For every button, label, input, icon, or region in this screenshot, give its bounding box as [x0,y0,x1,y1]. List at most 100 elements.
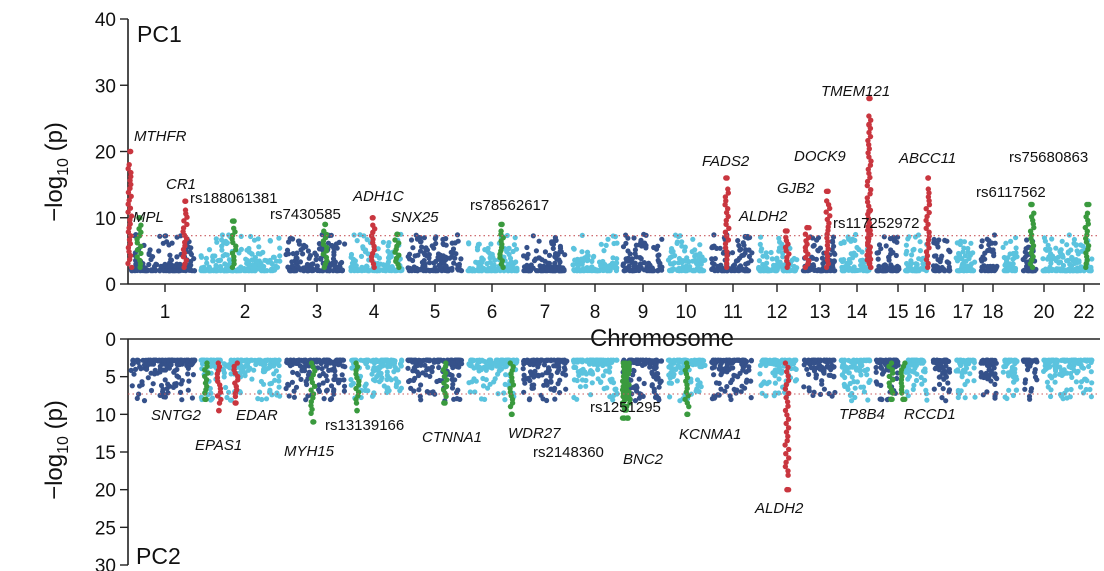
pc1-hit-point [724,253,730,259]
pc2-snp-point [548,374,554,380]
pc2-snp-point [275,357,281,363]
pc2-snp-point [851,361,857,367]
pc1-snp-point [169,240,175,246]
pc2-snp-point [991,365,997,371]
pc2-snp-point [179,397,185,403]
pc1-hit-peak [136,215,142,221]
pc2-snp-point [276,378,282,384]
pc1-snp-point [758,248,764,254]
pc1-snp-point [763,250,769,256]
pc2-hit-peak [888,396,894,403]
pc2-snp-point [544,397,550,404]
pc2-snp-point [980,392,986,398]
pc2-snp-point [131,371,137,377]
pc1-hit-point [126,162,132,168]
pc2-snp-point [695,382,701,388]
pc1-snp-point [449,254,455,260]
pc2-snp-point [1052,366,1058,372]
pc2-snp-point [228,397,234,403]
pc1-snp-point [579,232,585,238]
pc1-snp-point [255,251,261,257]
x-tick-label-chr4: 4 [369,302,380,323]
pc2-snp-point [435,357,441,363]
pc1-snp-point [749,250,755,256]
pc1-hit-point [722,194,729,200]
pc1-hit-point [827,213,833,219]
pc2-annotation: WDR27 [508,425,561,442]
pc1-snp-point [418,267,424,273]
pc2-snp-point [873,369,879,375]
pc1-hit-point [125,209,131,215]
pc1-hit-point [231,225,237,231]
pc2-snp-point [628,377,634,383]
pc1-snp-point [961,239,968,245]
pc2-snp-point [365,388,371,394]
pc2-annotation: EPAS1 [195,437,242,454]
pc2-hit-point [783,429,790,435]
pc1-snp-point [1022,267,1028,273]
pc2-snp-point [943,398,949,404]
pc2-snp-point [822,358,828,364]
pc1-snp-point [746,253,753,260]
pc2-hit-point [308,387,314,393]
pc1-snp-point [747,234,753,241]
pc2-snp-point [418,382,424,388]
pc2-snp-point [777,359,784,366]
pc2-snp-point [939,395,945,401]
pc1-snp-point [485,245,491,251]
pc2-snp-point [632,398,639,404]
pc2-snp-point [531,373,537,379]
pc2-snp-point [141,362,148,368]
pc2-snp-point [1061,371,1067,377]
pc2-snp-point [248,357,254,363]
pc2-snp-point [937,374,943,380]
pc1-snp-point [432,265,438,271]
pc2-snp-point [161,361,167,367]
pc2-snp-point [842,383,848,389]
pc1-snp-point [769,256,775,262]
pc2-snp-point [864,366,871,372]
pc1-snp-point [511,242,517,248]
pc1-snp-point [693,258,700,264]
pc2-snp-point [865,397,871,403]
pc1-hit-point [823,209,829,215]
pc1-snp-point [791,255,797,262]
pc1-snp-point [947,268,953,274]
pc1-hit-point [233,243,239,249]
pc1-snp-point [350,262,356,268]
pc2-hit-point [784,369,790,375]
pc1-snp-point [421,235,427,241]
pc1-hit-peak [394,231,400,238]
pc2-snp-point [970,358,976,364]
pc1-snp-point [636,264,642,270]
pc1-snp-point [542,249,549,255]
pc1-snp-point [632,247,639,253]
pc1-snp-point [605,236,611,242]
pc1-hit-point [725,206,731,212]
pc2-snp-point [711,372,717,378]
pc2-annotation: EDAR [236,407,278,424]
pc2-snp-point [158,382,165,389]
pc2-snp-point [864,372,870,378]
pc2-snp-point [636,395,643,401]
pc1-snp-point [408,237,415,243]
pc1-snp-point [962,253,969,259]
pc1-snp-point [188,251,194,257]
pc1-snp-point [887,236,894,242]
pc2-snp-point [165,357,171,363]
pc2-snp-point [905,369,911,375]
pc1-snp-point [216,258,223,264]
pc2-snp-point [447,371,453,378]
pc1-snp-point [874,268,880,274]
pc2-snp-point [1083,386,1089,393]
pc1-snp-point [490,267,496,274]
pc2-snp-point [878,382,884,388]
pc2-snp-point [728,365,735,371]
pc2-snp-point [160,391,166,397]
pc1-snp-point [862,264,868,270]
pc2-snp-point [163,367,169,373]
pc1-hit-point [725,186,731,192]
pc1-snp-point [1024,237,1030,243]
pc2-snp-point [858,361,864,367]
